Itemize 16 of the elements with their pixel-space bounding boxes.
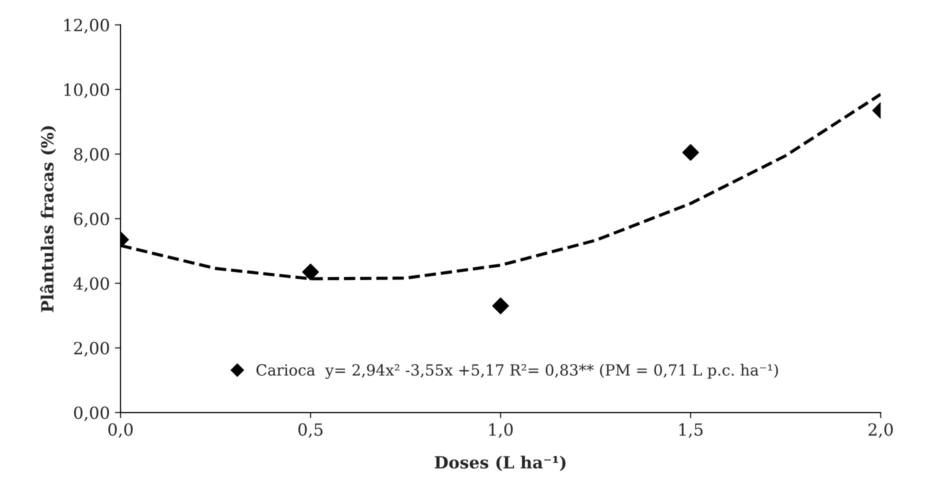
y-tick-label: 0,00 (74, 406, 109, 422)
x-tick-label: 1,0 (489, 423, 513, 438)
x-tick-label: 2,0 (868, 423, 893, 438)
y-tick-label: 2,00 (74, 342, 109, 357)
y-axis-title: Plântulas fracas (%) (40, 126, 56, 312)
point (492, 298, 509, 314)
x-tick-label: 0,0 (108, 423, 133, 438)
y-tick-label: 4,00 (73, 277, 109, 292)
y-tick-label: 6,00 (74, 212, 109, 228)
legend-label: Carioca y= 2,94x² -3,55x +5,17 R²= 0,83** (PM = 0,71 L p.c. ha⁻¹) (256, 364, 778, 379)
y-tick-label: 8,00 (74, 148, 109, 163)
x-axis-title: Doses (L ha⁻¹) (434, 456, 566, 471)
y-tick-label: 12,00 (64, 18, 109, 34)
x-tick-label: 0,5 (298, 423, 323, 438)
y-tick-label: 10,00 (64, 83, 109, 98)
x-tick-label: 1,5 (679, 423, 703, 438)
